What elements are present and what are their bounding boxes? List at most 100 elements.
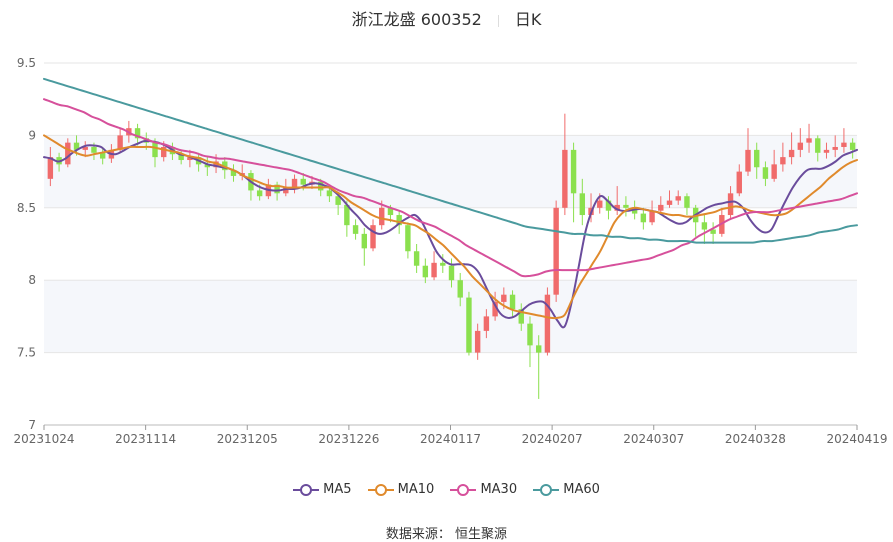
candle-body xyxy=(379,207,385,226)
candle-body xyxy=(335,196,341,205)
candle-body xyxy=(658,204,664,211)
candlesticks xyxy=(47,113,856,399)
legend-marker-ma5 xyxy=(293,483,320,496)
candle-body xyxy=(771,164,777,179)
candle-body xyxy=(152,142,158,158)
candle-body xyxy=(457,280,463,298)
candle-body xyxy=(344,204,350,226)
chart-title: 浙江龙盛 600352 日K xyxy=(0,6,893,30)
candle-body xyxy=(509,294,516,310)
candle-body xyxy=(579,193,586,216)
y-tick-label: 9.5 xyxy=(17,56,36,70)
legend-label-ma60: MA60 xyxy=(563,482,600,497)
x-tick-label: 20231024 xyxy=(13,432,74,446)
x-tick-label: 20240328 xyxy=(725,432,786,446)
candle-body xyxy=(73,142,80,150)
x-tick-label: 20240307 xyxy=(623,432,684,446)
y-tick-label: 8 xyxy=(28,273,36,287)
candle-body xyxy=(65,142,71,165)
candle-body xyxy=(614,204,620,211)
data-source: 数据来源： 恒生聚源 xyxy=(385,527,508,542)
band xyxy=(44,135,857,208)
legend-item-ma10[interactable]: MA10 xyxy=(367,482,435,497)
candle-body xyxy=(361,233,367,249)
candle-body xyxy=(317,181,324,191)
candle-body xyxy=(849,142,856,150)
candle-body xyxy=(841,142,847,147)
candle-body xyxy=(762,167,769,179)
y-axis: 9.5 9 8.5 8 7.5 7 xyxy=(17,56,36,432)
legend-marker-ma10 xyxy=(367,483,394,496)
candle-body xyxy=(161,146,167,158)
candle-body xyxy=(291,178,298,188)
candle-body xyxy=(326,190,333,197)
x-tick-label: 20240207 xyxy=(522,432,583,446)
y-tick-label: 9 xyxy=(28,128,36,142)
candle-body xyxy=(483,316,490,331)
candle-body xyxy=(745,149,751,172)
candle-body xyxy=(544,294,551,353)
candle-body xyxy=(631,207,638,214)
stock-title: 浙江龙盛 600352 xyxy=(351,10,482,29)
candle-body xyxy=(134,128,141,139)
x-tick-label: 20240117 xyxy=(420,432,481,446)
candle-body xyxy=(91,146,97,153)
legend-item-ma30[interactable]: MA30 xyxy=(450,482,517,497)
candle-body xyxy=(605,200,612,211)
candle-body xyxy=(274,184,280,194)
candle-body xyxy=(492,301,498,317)
candle-body xyxy=(204,164,211,168)
candle-body xyxy=(562,149,568,208)
candle-body xyxy=(117,135,123,150)
candle-body xyxy=(553,207,559,295)
candle-body xyxy=(640,213,647,223)
candle-body xyxy=(352,225,359,234)
band xyxy=(44,280,857,353)
candle-body xyxy=(780,157,786,165)
candle-body xyxy=(754,149,760,168)
y-tick-label: 7 xyxy=(28,418,36,432)
candle-body xyxy=(597,200,603,208)
candle-body xyxy=(666,200,673,205)
candle-body xyxy=(806,138,812,143)
y-tick-label: 8.5 xyxy=(17,201,36,215)
candle-body xyxy=(536,345,542,353)
candle-body xyxy=(47,157,54,179)
candle-body xyxy=(527,323,533,346)
candle-body xyxy=(213,161,219,168)
candle-body xyxy=(283,187,289,194)
x-tick-label: 20240419 xyxy=(826,432,887,446)
x-tick-label: 20231205 xyxy=(217,432,278,446)
candle-body xyxy=(440,262,446,266)
candle-body xyxy=(431,262,437,278)
candle-body xyxy=(727,193,734,216)
line-ma10 xyxy=(43,134,858,320)
candle-body xyxy=(448,265,455,281)
candle-body xyxy=(99,152,106,159)
legend-item-ma60[interactable]: MA60 xyxy=(533,482,600,497)
legend-label-ma30: MA30 xyxy=(480,482,518,497)
legend-label-ma10: MA10 xyxy=(397,482,435,497)
candle-body xyxy=(501,294,507,302)
candle-body xyxy=(187,157,193,161)
title-divider xyxy=(497,14,499,27)
candle-body xyxy=(701,222,708,230)
candle-body xyxy=(570,149,577,194)
candle-body xyxy=(797,142,804,150)
candle-body xyxy=(815,138,821,153)
candle-body xyxy=(370,225,376,249)
candle-body xyxy=(256,190,263,197)
y-tick-label: 7.5 xyxy=(17,346,36,360)
legend-marker-ma30 xyxy=(450,483,477,496)
period-label: 日K xyxy=(514,10,542,29)
candle-body xyxy=(684,196,690,208)
candle-body xyxy=(422,265,429,278)
legend-marker-ma60 xyxy=(533,483,560,496)
candle-body xyxy=(788,149,795,158)
candle-body xyxy=(518,309,524,324)
candle-body xyxy=(178,154,184,161)
candle-body xyxy=(82,146,88,150)
candle-body xyxy=(413,251,420,266)
legend-item-ma5[interactable]: MA5 xyxy=(293,482,352,497)
candle-body xyxy=(623,204,629,208)
